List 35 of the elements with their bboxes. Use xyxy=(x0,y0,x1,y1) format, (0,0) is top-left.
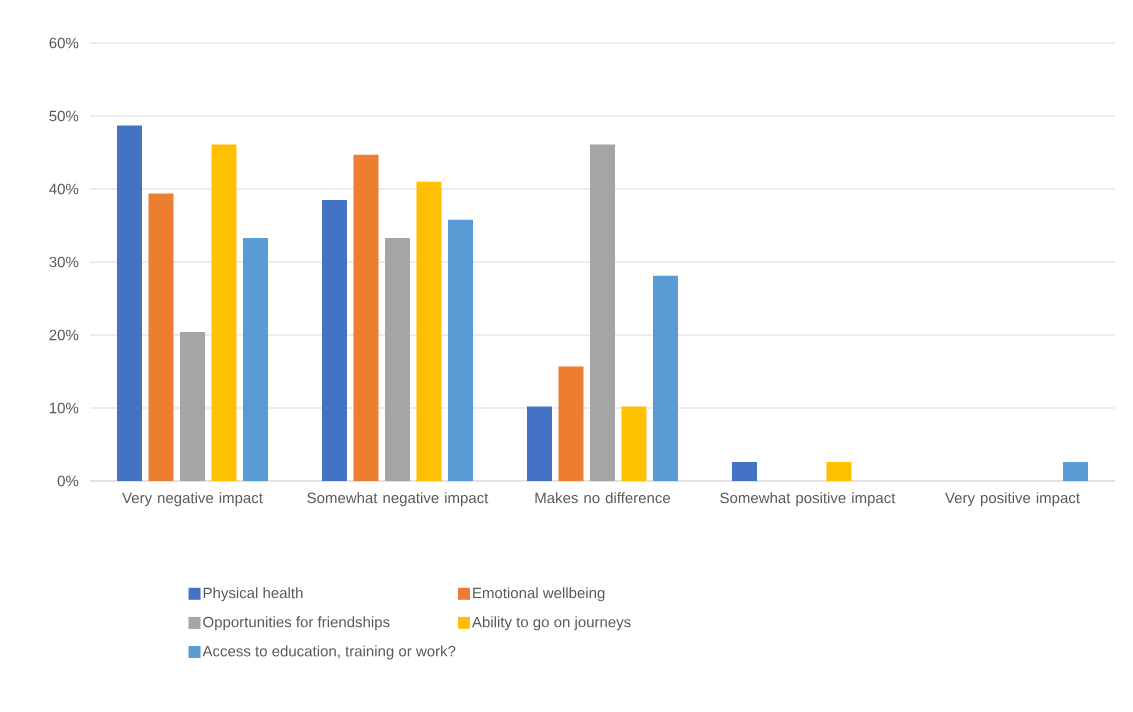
legend-label: Access to education, training or work? xyxy=(202,645,456,660)
legend-label: Opportunities for friendships xyxy=(203,616,390,631)
bar xyxy=(527,406,552,481)
bar xyxy=(322,199,347,481)
y-tick-label: 20% xyxy=(49,329,79,341)
x-tick-label: Very positive impact xyxy=(945,492,1080,507)
bar xyxy=(243,237,268,481)
bar xyxy=(416,181,442,481)
bar xyxy=(448,219,473,481)
bar xyxy=(385,237,410,481)
bar xyxy=(826,462,852,481)
bar xyxy=(211,144,237,481)
y-tick-label: 60% xyxy=(49,37,79,49)
legend-label: Ability to go on journeys xyxy=(471,616,631,631)
bar xyxy=(732,462,757,481)
y-tick-label: 30% xyxy=(49,256,79,268)
y-tick-label: 40% xyxy=(49,183,79,195)
y-tick-label: 0% xyxy=(57,475,79,487)
x-tick-label: Very negative impact xyxy=(122,492,263,507)
x-tick-label: Somewhat positive impact xyxy=(720,492,896,507)
bar xyxy=(590,144,615,481)
bar xyxy=(180,332,205,481)
bar xyxy=(653,275,678,481)
bar xyxy=(148,193,174,481)
x-tick-label: Somewhat negative impact xyxy=(307,492,489,507)
bar xyxy=(353,154,379,481)
x-tick-label: Makes no difference xyxy=(535,492,671,504)
y-tick-label: 10% xyxy=(49,402,79,414)
legend-label: Physical health xyxy=(203,587,303,602)
legend-label: Emotional wellbeing xyxy=(473,587,605,602)
bar xyxy=(117,125,142,481)
bar xyxy=(1063,462,1088,481)
bar xyxy=(621,406,647,481)
bar xyxy=(558,366,584,481)
y-tick-label: 50% xyxy=(49,110,79,122)
